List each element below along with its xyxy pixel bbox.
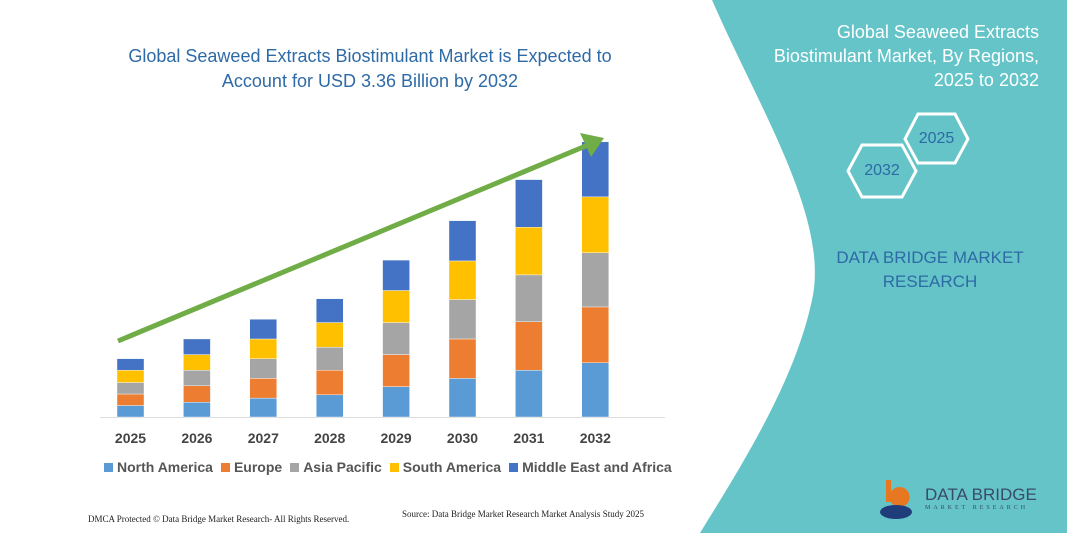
legend-swatch: [104, 462, 113, 472]
bar-segment: [116, 382, 145, 395]
bar-segment: [382, 354, 410, 387]
bar-segment: [515, 274, 543, 322]
bar-segment: [249, 338, 278, 359]
legend-swatch: [220, 462, 230, 472]
hex-label-2032: 2032: [864, 162, 900, 179]
legend-label: North America: [117, 459, 213, 475]
bar-segment: [249, 378, 278, 399]
bar-segment: [382, 386, 410, 418]
bar-segment: [448, 220, 477, 262]
brand-text: DATA BRIDGE MARKET RESEARCH: [836, 248, 1024, 291]
bar-segment: [249, 358, 278, 379]
legend-swatch: [509, 462, 519, 472]
x-tick-label: 2028: [314, 430, 345, 446]
x-tick-label: 2025: [115, 430, 146, 446]
bar-segment: [183, 354, 211, 371]
trend-arrow-line: [117, 142, 589, 344]
trend-arrow-head: [580, 133, 604, 157]
chart-title: Global Seaweed Extracts Biostimulant Mar…: [128, 46, 612, 91]
x-tick-label: 2030: [447, 430, 478, 446]
bar-segment: [116, 393, 145, 406]
bar-segment: [581, 141, 609, 198]
legend-label: Middle East and Africa: [522, 459, 672, 475]
legend-swatch: [389, 462, 399, 472]
bar-segment: [382, 259, 410, 291]
bar-segment: [448, 260, 477, 300]
bar-segment: [448, 299, 477, 340]
legend-swatch: [290, 462, 300, 472]
teal-side-panel: [700, 0, 1067, 533]
x-tick-label: 2027: [248, 430, 279, 446]
bar-segment: [183, 338, 211, 355]
bar-segment: [581, 252, 609, 308]
x-tick-label: 2031: [513, 430, 544, 446]
legend-label: South America: [402, 459, 502, 475]
logo-text: DATA BRIDGE: [925, 485, 1037, 504]
bar-segment: [382, 290, 410, 323]
x-tick-label: 2032: [580, 430, 611, 446]
bar-segment: [316, 298, 344, 323]
bar-segment: [515, 179, 543, 228]
legend-item: Middle East and Africa: [509, 459, 672, 475]
source-text: Source: Data Bridge Market Research Mark…: [402, 509, 644, 519]
bar-segment: [581, 196, 609, 253]
stacked-bar-chart: 2025 2026 2027 2028 2029 2030 2031 2032: [100, 133, 665, 446]
x-tick-label: 2029: [381, 430, 412, 446]
legend-item: North America: [104, 459, 213, 475]
chart-legend: North America Europe Asia Pacific South …: [104, 459, 672, 475]
logo-subtext: MARKET RESEARCH: [925, 505, 1029, 511]
bar-segment: [515, 227, 543, 276]
bar-segment: [183, 385, 211, 403]
hexagon-2025: [903, 112, 970, 165]
bar-segment: [183, 402, 211, 418]
bar-segment: [581, 306, 609, 363]
bar-segment: [116, 369, 145, 383]
copyright-text: DMCA Protected © Data Bridge Market Rese…: [88, 514, 350, 524]
side-panel-title: Global Seaweed Extracts Biostimulant Mar…: [773, 22, 1039, 90]
hexagon-2032: [846, 143, 918, 199]
bar-segment: [249, 319, 278, 340]
bar-segment: [316, 369, 344, 396]
logo-icon: [880, 480, 912, 519]
bar-segment: [116, 358, 145, 371]
bar-segment: [116, 405, 145, 418]
bar-segment: [515, 369, 543, 418]
legend-label: Europe: [233, 459, 283, 475]
bar-segment: [581, 362, 609, 418]
legend-item: Europe: [220, 459, 283, 475]
bar-segment: [515, 321, 543, 371]
bar-segment: [448, 338, 477, 379]
bar-segment: [249, 397, 278, 418]
bar-segment: [382, 322, 410, 355]
bar-segment: [316, 322, 344, 348]
hex-label-2025: 2025: [918, 130, 955, 147]
bar-segment: [183, 369, 211, 386]
x-tick-label: 2026: [181, 430, 212, 446]
bar-segment: [448, 378, 477, 418]
bar-segment: [316, 394, 344, 418]
legend-item: Asia Pacific: [290, 459, 382, 475]
legend-label: Asia Pacific: [303, 459, 382, 475]
bar-segment: [316, 346, 344, 371]
legend-item: South America: [389, 459, 502, 475]
